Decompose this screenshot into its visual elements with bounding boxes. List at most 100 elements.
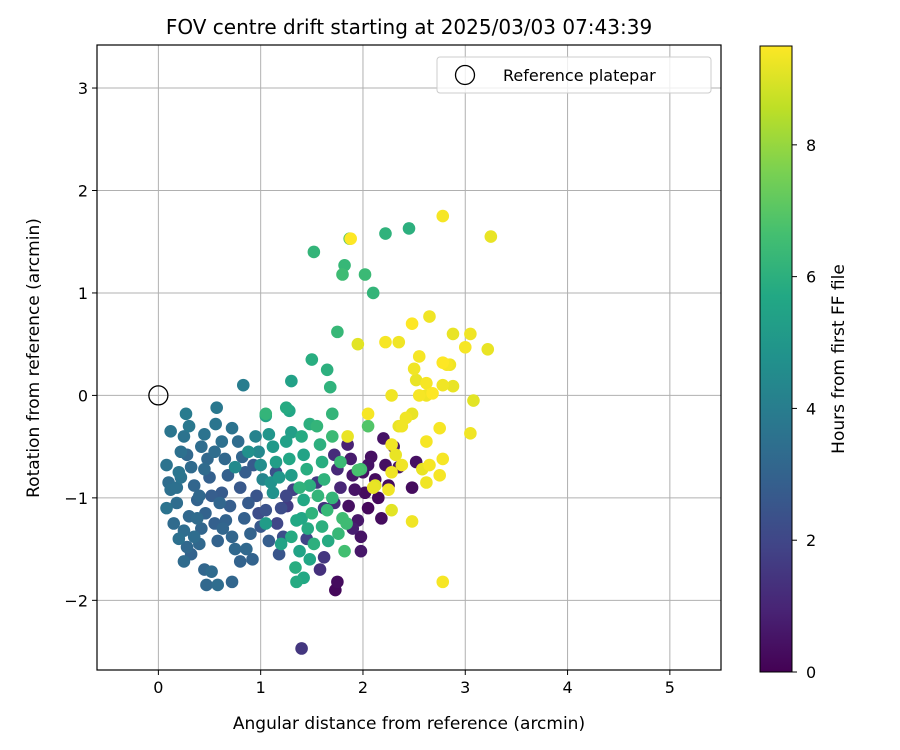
- data-point: [177, 555, 191, 568]
- y-tick-label: 0: [78, 386, 88, 405]
- data-point: [289, 561, 302, 574]
- data-point: [361, 501, 375, 515]
- data-point: [338, 544, 351, 558]
- data-point: [262, 428, 276, 441]
- data-point: [325, 491, 339, 505]
- colorbar-tick-label: 8: [806, 136, 816, 155]
- colorbar-gradient: [759, 45, 793, 673]
- data-point: [254, 458, 267, 472]
- data-point: [423, 458, 436, 472]
- data-point: [187, 479, 201, 492]
- data-point: [246, 553, 259, 566]
- data-point: [228, 460, 242, 474]
- data-point: [342, 499, 355, 513]
- data-point: [195, 522, 208, 535]
- x-axis: 0 1 2 3 4 5: [153, 670, 675, 697]
- data-point: [395, 419, 409, 433]
- data-point: [198, 428, 211, 441]
- data-point: [259, 503, 273, 517]
- data-point: [484, 230, 498, 243]
- data-point: [285, 469, 298, 482]
- data-point: [231, 435, 245, 448]
- data-point: [272, 547, 286, 561]
- data-point: [305, 506, 319, 520]
- data-point: [198, 462, 211, 476]
- data-point: [249, 430, 262, 443]
- data-point: [187, 530, 201, 544]
- data-point: [323, 380, 337, 394]
- data-point: [412, 389, 426, 402]
- x-tick-label: 2: [358, 678, 368, 697]
- data-point: [303, 553, 317, 566]
- data-point: [172, 465, 186, 479]
- data-point: [218, 452, 232, 466]
- data-point: [436, 575, 450, 589]
- data-point: [320, 503, 334, 517]
- data-point: [160, 458, 173, 472]
- x-tick-label: 1: [256, 678, 266, 697]
- data-point: [269, 455, 283, 469]
- plot-frame: [96, 44, 722, 671]
- data-point: [375, 512, 388, 525]
- data-point: [262, 534, 276, 548]
- data-point: [307, 245, 321, 259]
- data-point: [436, 378, 450, 392]
- data-point: [412, 350, 426, 363]
- y-tick-label: 3: [78, 79, 88, 98]
- data-point: [436, 356, 450, 369]
- data-point: [160, 501, 173, 515]
- data-point: [293, 544, 306, 558]
- data-point: [351, 463, 365, 477]
- data-point: [200, 578, 213, 592]
- data-point: [215, 435, 229, 448]
- y-axis-label: Rotation from reference (arcmin): [24, 218, 44, 498]
- data-point: [354, 530, 368, 544]
- data-point: [366, 286, 380, 300]
- data-point: [420, 435, 433, 448]
- data-point: [239, 465, 252, 479]
- data-point: [385, 438, 398, 451]
- data-point: [340, 517, 353, 530]
- data-point: [392, 335, 406, 349]
- data-point: [467, 394, 480, 407]
- y-tick-label: −1: [64, 489, 88, 508]
- data-point: [389, 448, 403, 462]
- data-point: [285, 425, 298, 439]
- data-point: [205, 489, 218, 503]
- data-point: [297, 448, 310, 462]
- data-point: [223, 499, 237, 513]
- x-tick-label: 3: [460, 678, 470, 697]
- data-point: [250, 489, 263, 503]
- data-point: [307, 537, 321, 551]
- data-point: [285, 530, 298, 544]
- data-point: [433, 469, 446, 482]
- data-point: [348, 483, 362, 496]
- data-point: [285, 374, 298, 388]
- data-point: [426, 387, 439, 400]
- data-point: [313, 438, 327, 451]
- data-point: [216, 522, 230, 535]
- data-point: [311, 489, 325, 503]
- data-point: [300, 462, 314, 476]
- data-point: [344, 232, 357, 245]
- data-point: [184, 460, 198, 474]
- y-axis: −2 −1 0 1 2 3: [64, 79, 97, 610]
- data-point: [341, 430, 354, 443]
- colorbar-label: Hours from first FF file: [829, 264, 849, 454]
- data-point: [252, 445, 265, 459]
- data-point: [464, 427, 477, 440]
- data-point: [361, 407, 375, 421]
- data-point: [170, 481, 184, 494]
- colorbar-tick-label: 4: [806, 399, 816, 418]
- data-points: [160, 209, 498, 655]
- data-point: [344, 452, 357, 466]
- data-point: [297, 493, 310, 507]
- data-point: [213, 496, 227, 510]
- x-tick-label: 0: [153, 678, 163, 697]
- data-point: [182, 419, 196, 433]
- data-point: [458, 340, 472, 354]
- colorbar-tick-label: 6: [806, 268, 816, 287]
- data-point: [446, 327, 460, 341]
- data-point: [211, 578, 225, 592]
- data-point: [305, 353, 319, 366]
